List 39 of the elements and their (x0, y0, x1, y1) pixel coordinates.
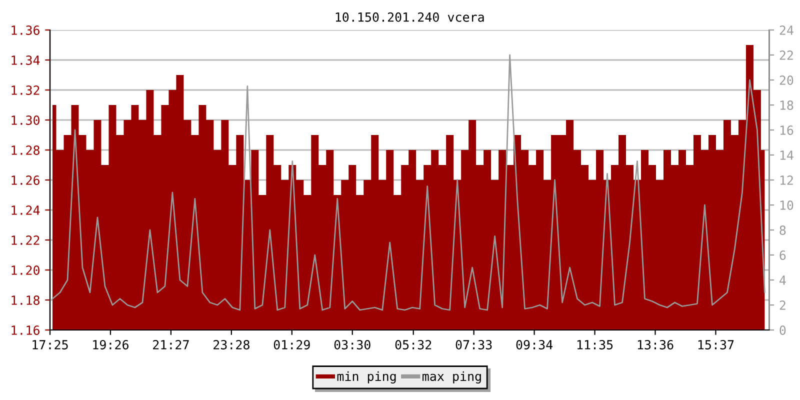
x-tick-label: 15:37 (698, 340, 734, 350)
y-tick-label: 1.26 (12, 176, 40, 185)
x-tick-label: 09:34 (516, 340, 553, 350)
x-tick-label: 17:25 (32, 340, 68, 350)
chart-title: 10.150.201.240 vcera (336, 12, 484, 22)
y-tick-label: 1.30 (12, 116, 40, 125)
x-tick-label: 21:27 (153, 340, 189, 350)
y-tick-label: 1.18 (12, 296, 40, 305)
y2-tick-label: 14 (780, 150, 794, 160)
y-tick-label: 1.36 (12, 26, 40, 35)
y-tick-label: 1.28 (12, 146, 40, 155)
legend-label: min ping (337, 371, 396, 384)
y2-tick-label: 0 (780, 326, 786, 335)
y-tick-label: 1.22 (12, 236, 40, 245)
x-tick-label: 05:32 (395, 340, 432, 350)
y-tick-label: 1.24 (12, 206, 40, 215)
y2-tick-label: 6 (780, 250, 786, 260)
x-tick-label: 01:29 (274, 340, 310, 350)
y-tick-label: 1.20 (12, 266, 40, 275)
y2-tick-label: 22 (780, 50, 793, 60)
y2-tick-label: 24 (780, 26, 794, 35)
x-tick-label: 19:26 (93, 340, 128, 350)
x-tick-label: 13:36 (638, 340, 674, 350)
y2-tick-label: 10 (780, 200, 794, 210)
y2-tick-label: 2 (780, 300, 786, 310)
y2-tick-label: 8 (780, 226, 786, 235)
y2-tick-label: 4 (780, 276, 786, 285)
y-tick-label: 1.16 (12, 326, 40, 335)
legend-label: max ping (422, 371, 481, 384)
y2-tick-label: 18 (780, 100, 794, 110)
y2-tick-label: 12 (780, 176, 793, 185)
x-tick-label: 07:33 (456, 340, 492, 350)
y-tick-label: 1.32 (12, 86, 40, 95)
x-tick-label: 23:28 (214, 340, 250, 350)
x-tick-label: 03:30 (334, 340, 370, 350)
y2-tick-label: 20 (780, 76, 794, 85)
y2-tick-label: 16 (780, 126, 794, 135)
y-tick-label: 1.34 (12, 56, 40, 65)
x-tick-label: 11:35 (577, 340, 613, 350)
